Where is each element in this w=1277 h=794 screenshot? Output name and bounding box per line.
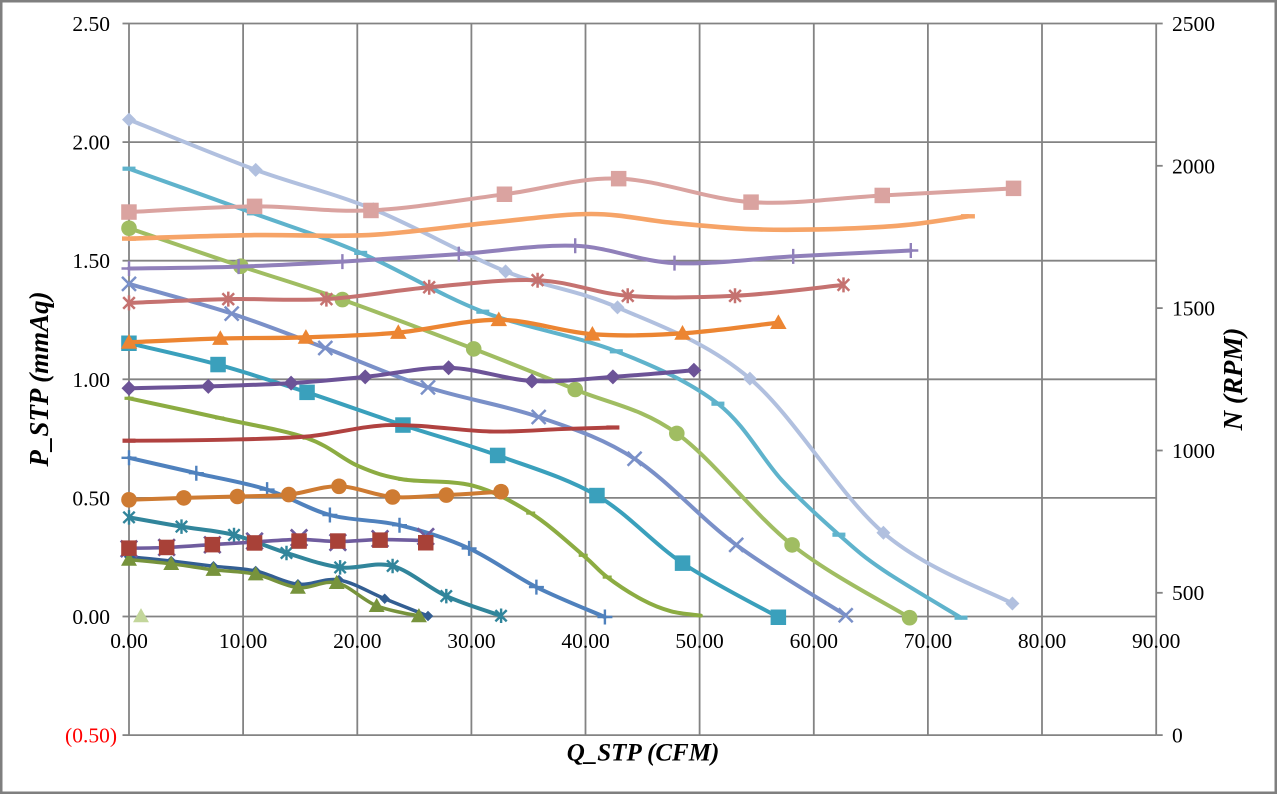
svg-text:20.00: 20.00 <box>333 629 381 653</box>
svg-text:80.00: 80.00 <box>1018 629 1066 653</box>
svg-text:N (RPM): N (RPM) <box>1218 328 1248 432</box>
svg-text:1.50: 1.50 <box>72 249 110 273</box>
svg-text:0.00: 0.00 <box>72 605 110 629</box>
svg-text:60.00: 60.00 <box>790 629 838 653</box>
svg-text:30.00: 30.00 <box>447 629 495 653</box>
svg-text:Q_STP (CFM): Q_STP (CFM) <box>567 740 720 767</box>
svg-text:90.00: 90.00 <box>1132 629 1180 653</box>
svg-text:10.00: 10.00 <box>219 629 267 653</box>
svg-text:1.00: 1.00 <box>72 368 110 392</box>
svg-text:2500: 2500 <box>1172 12 1215 36</box>
svg-text:1000: 1000 <box>1172 439 1215 463</box>
svg-text:0: 0 <box>1172 724 1183 748</box>
svg-text:70.00: 70.00 <box>904 629 952 653</box>
svg-text:500: 500 <box>1172 581 1204 605</box>
svg-text:2.50: 2.50 <box>72 12 110 36</box>
svg-text:2000: 2000 <box>1172 154 1215 178</box>
svg-text:40.00: 40.00 <box>561 629 609 653</box>
svg-text:2.00: 2.00 <box>72 131 110 155</box>
svg-text:0.50: 0.50 <box>72 486 110 510</box>
svg-text:P_STP (mmAq): P_STP (mmAq) <box>24 291 54 467</box>
svg-text:50.00: 50.00 <box>675 629 723 653</box>
svg-text:(0.50): (0.50) <box>65 724 117 748</box>
svg-text:0.00: 0.00 <box>110 629 148 653</box>
svg-text:1500: 1500 <box>1172 297 1215 321</box>
